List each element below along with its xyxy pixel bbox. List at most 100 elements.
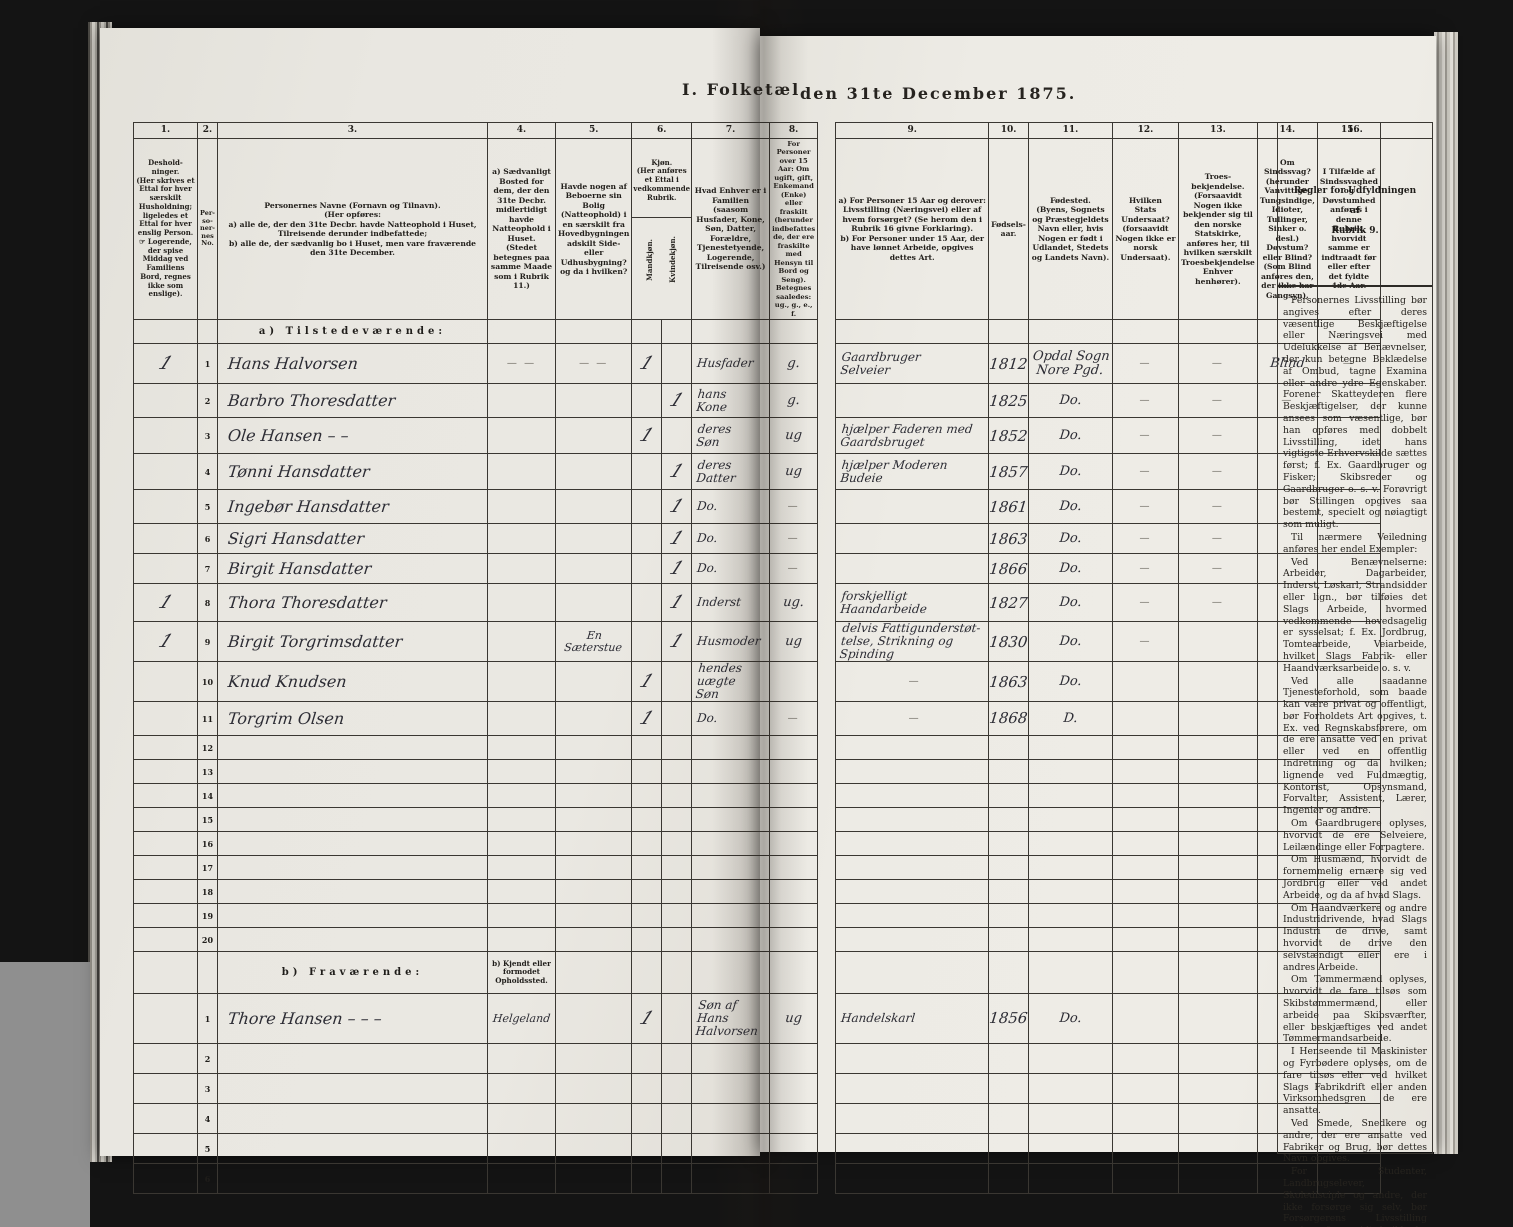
handwritten-entry: hendes uægte Søn — [695, 661, 743, 702]
cell-empty — [487, 319, 556, 345]
cell-m — [631, 1103, 663, 1135]
cell-status — [769, 783, 819, 809]
cell-tro — [1177, 1043, 1258, 1075]
col1-header: Deshold- ninger. (Her skrives et Ettal f… — [133, 137, 198, 321]
cell-empty — [1027, 951, 1113, 995]
cell-tilf — [1316, 383, 1381, 419]
col12-header: Hvilken Stats Undersaat? (forsaavidt Nog… — [1111, 137, 1179, 321]
table-row: 4 Tønni Hansdatter 1 deres Datter ug hjælper … — [133, 453, 1381, 491]
handwritten-entry: ug — [784, 1010, 803, 1026]
sex-tally-mark: 1 — [666, 630, 688, 652]
handwritten-entry: — — [787, 501, 800, 513]
cell-bosted — [487, 735, 556, 761]
cell-livs — [835, 807, 990, 833]
handwritten-entry: Ingebør Hansdatter — [227, 497, 390, 517]
cell-bosted — [487, 807, 556, 833]
cell-hh — [133, 1103, 198, 1135]
cell-no: 16 — [197, 831, 218, 857]
cell-stat — [1111, 903, 1179, 929]
handwritten-entry: — — [1211, 466, 1224, 478]
cell-name — [217, 735, 488, 761]
table-row: 6 Sigri Hansdatter 1 Do. — 1863 Do. — — — [133, 523, 1381, 555]
cell-hh: 1 — [133, 343, 198, 385]
cell-tilf — [1316, 1163, 1381, 1195]
cell-side — [554, 807, 633, 833]
cell-name: Knud Knudsen — [217, 661, 488, 703]
cell-m — [631, 621, 663, 663]
cell-sted — [1027, 1103, 1113, 1135]
cell-name — [217, 903, 488, 929]
cell-born: 1852 — [988, 417, 1029, 455]
cell-k: 1 — [661, 489, 693, 525]
cell-tro — [1177, 621, 1258, 663]
cell-stat — [1111, 1133, 1179, 1165]
handwritten-entry: 1868 — [988, 709, 1029, 728]
cell-m — [631, 1073, 663, 1105]
table-row: 1 9 Birgit Torgrimsdatter En Sæterstue 1 Husm… — [133, 621, 1381, 663]
cell-side — [554, 1073, 633, 1105]
handwritten-entry: — — [1211, 563, 1224, 575]
page-gutter — [818, 760, 836, 784]
cell-empty — [988, 951, 1029, 995]
cell-family — [691, 831, 771, 857]
cell-family — [691, 1043, 771, 1075]
cell-status: — — [769, 701, 819, 737]
cell-born: 1866 — [988, 553, 1029, 585]
sex-tally-mark: 1 — [636, 424, 658, 446]
handwritten-entry: — — [908, 713, 921, 725]
col13-number: 13. — [1177, 122, 1258, 139]
cell-status — [769, 1043, 819, 1075]
cell-status: — — [769, 489, 819, 525]
sex-tally-mark: 1 — [666, 460, 688, 482]
cell-born — [988, 1163, 1029, 1195]
table-row: 11 Torgrim Olsen 1 Do. — — 1868 D. — [133, 701, 1381, 737]
cell-tilf — [1316, 927, 1381, 953]
handwritten-entry: ug — [784, 427, 803, 443]
cell-sind — [1256, 855, 1318, 881]
cell-sted: Do. — [1027, 523, 1113, 555]
form-title-left: I. Folketæl — [682, 80, 801, 99]
handwritten-entry: 1856 — [988, 1009, 1029, 1028]
cell-born — [988, 903, 1029, 929]
cell-born: 1825 — [988, 383, 1029, 419]
cell-empty — [835, 319, 990, 345]
handwritten-entry: — — — [579, 358, 609, 370]
sex-tally-mark: 1 — [666, 389, 688, 411]
cell-hh — [133, 927, 198, 953]
table-row: 1 Thore Hansen – – – Helgeland 1 Søn af Hans… — [133, 993, 1381, 1045]
cell-side — [554, 1163, 633, 1195]
cell-sted — [1027, 735, 1113, 761]
handwritten-entry: — — [1281, 395, 1294, 407]
handwritten-entry: Helgeland — [492, 1011, 551, 1025]
col7-number: 7. — [691, 122, 771, 139]
cell-name: Ole Hansen – – — [217, 417, 488, 455]
cell-side — [554, 759, 633, 785]
page-gutter — [818, 524, 836, 554]
cell-bosted — [487, 661, 556, 703]
cell-name: Hans Halvorsen — [217, 343, 488, 385]
cell-stat — [1111, 759, 1179, 785]
cell-no: 1 — [197, 993, 218, 1045]
handwritten-entry: forskjelligt Haandarbeide — [839, 588, 928, 616]
handwritten-entry: Handelskarl — [840, 1011, 917, 1026]
handwritten-entry: 1 — [204, 358, 211, 369]
section-b-label: b) Fraværende: — [217, 951, 488, 995]
handwritten-entry: delvis Fattigunderstøt- telse, Strikning… — [839, 621, 982, 662]
cell-sind — [1256, 993, 1318, 1045]
household-tally-mark: 1 — [155, 630, 177, 652]
cell-empty — [988, 319, 1029, 345]
cell-status: — — [769, 553, 819, 585]
handwritten-entry: 18 — [201, 886, 214, 897]
cell-sted — [1027, 759, 1113, 785]
handwritten-entry: 19 — [201, 910, 214, 921]
table-row: 3 Ole Hansen – – 1 deres Søn ug hjælper Fader… — [133, 417, 1381, 455]
cell-name: Birgit Hansdatter — [217, 553, 488, 585]
handwritten-entry: hjælper Faderen med Gaardsbruget — [839, 421, 974, 449]
handwritten-entry: — — [1211, 430, 1224, 442]
cell-empty — [1177, 951, 1258, 995]
cell-no: 2 — [197, 1043, 218, 1075]
cell-family: deres Datter — [691, 453, 771, 491]
handwritten-entry: — — [787, 533, 800, 545]
handwritten-entry: 3 — [204, 430, 211, 441]
handwritten-entry: Opdal Sogn Nore Pgd. — [1032, 348, 1111, 378]
